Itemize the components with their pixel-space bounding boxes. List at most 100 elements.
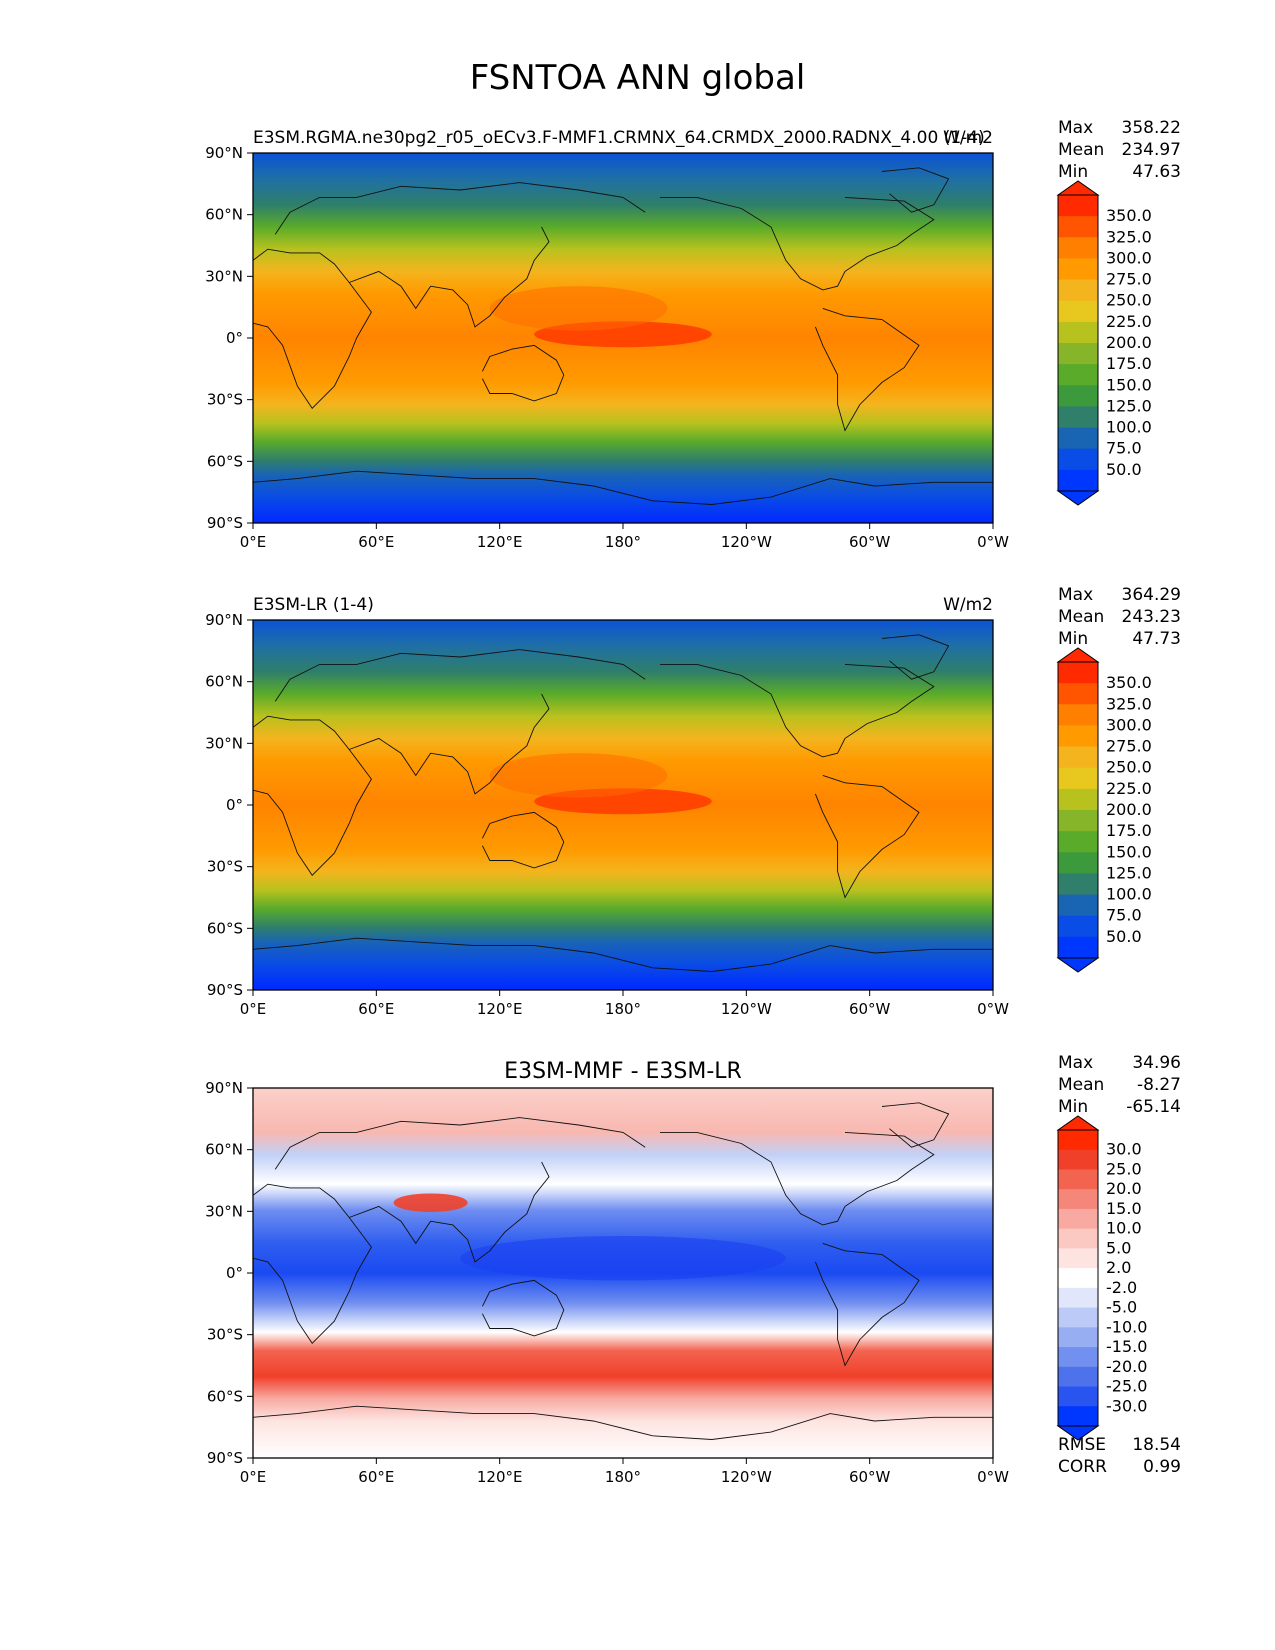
lon-tick-label: 60°W — [849, 1000, 891, 1018]
colorbar-label: 325.0 — [1106, 694, 1152, 713]
colorbar-segment — [1058, 683, 1098, 705]
colorbar-segment — [1058, 279, 1098, 302]
lon-tick-label: 120°E — [477, 1468, 523, 1486]
lon-tick-label: 60°W — [849, 1468, 891, 1486]
lat-tick-label: 90°S — [207, 514, 243, 532]
coastline — [274, 649, 646, 702]
colorbar-label: 325.0 — [1106, 227, 1152, 246]
colorbar-frame — [1057, 194, 1099, 492]
colorbar-segment — [1058, 704, 1098, 726]
colorbar-segment — [1058, 1327, 1098, 1348]
coastline — [252, 1183, 372, 1345]
lat-tick-label: 60°N — [205, 1141, 243, 1159]
colorbar-segment — [1058, 1347, 1098, 1368]
colorbar-label: 20.0 — [1106, 1179, 1142, 1198]
coastline — [481, 1279, 565, 1337]
colorbar-segment — [1058, 195, 1098, 217]
colorbar-segment — [1058, 469, 1098, 492]
colorbar-label: 225.0 — [1106, 779, 1152, 798]
colorbar-label: 275.0 — [1106, 270, 1152, 289]
lat-tick-label: 0° — [226, 796, 243, 814]
colorbar-label: -20.0 — [1106, 1357, 1147, 1376]
coastline — [660, 663, 935, 758]
stat-value: 47.73 — [1132, 629, 1181, 649]
colorbar-segment — [1058, 831, 1098, 853]
colorbar-label: 75.0 — [1106, 439, 1142, 458]
bottom-stat-value: 18.54 — [1132, 1435, 1181, 1455]
colorbar-label: -25.0 — [1106, 1377, 1147, 1396]
colorbar-segment — [1058, 894, 1098, 917]
colorbar-segment — [1058, 448, 1098, 471]
colorbar-segment — [1058, 810, 1098, 832]
coastline — [274, 1117, 646, 1170]
coastline — [814, 307, 920, 432]
colorbar-segment — [1058, 1208, 1098, 1230]
colorbar-segment — [1058, 1149, 1098, 1170]
lon-tick-label: 120°E — [477, 533, 523, 551]
figure-title: FSNTOA ANN global — [469, 58, 806, 98]
coastline — [881, 1102, 950, 1148]
colorbar-label: -10.0 — [1106, 1317, 1147, 1336]
colorbar-label: 125.0 — [1106, 396, 1152, 415]
lon-tick-label: 180° — [605, 1000, 641, 1018]
colorbar-label: 250.0 — [1106, 291, 1152, 310]
lon-tick-label: 0°W — [977, 1000, 1009, 1018]
colorbar-label: 100.0 — [1106, 418, 1152, 437]
coastline — [814, 774, 920, 899]
colorbar-label: 10.0 — [1106, 1219, 1142, 1238]
colorbar-segment — [1058, 1287, 1098, 1309]
coastline — [349, 226, 550, 328]
lon-tick-label: 120°W — [721, 1468, 772, 1486]
stat-value: 34.96 — [1132, 1053, 1181, 1073]
coastline — [814, 1242, 920, 1367]
lon-tick-label: 60°W — [849, 533, 891, 551]
lon-tick-label: 60°E — [358, 1468, 394, 1486]
colorbar-label: 50.0 — [1106, 460, 1142, 479]
colorbar-bottom-arrow — [1056, 957, 1100, 973]
lon-tick-label: 180° — [605, 533, 641, 551]
pacific-warm-region — [489, 753, 668, 798]
colorbar-frame — [1057, 661, 1099, 959]
colorbar-segment — [1058, 788, 1098, 811]
coastline — [660, 196, 935, 291]
colorbar-segment — [1058, 343, 1098, 365]
colorbar-segment — [1058, 1386, 1098, 1407]
lon-tick-label: 60°E — [358, 533, 394, 551]
stat-label: Mean — [1058, 140, 1104, 160]
stat-label: Max — [1058, 585, 1093, 605]
colorbar-segment — [1058, 1189, 1098, 1210]
colorbar-frame — [1057, 1129, 1099, 1427]
coastline — [252, 1405, 993, 1440]
lat-tick-label: 30°S — [207, 391, 243, 409]
stat-value: 47.63 — [1132, 162, 1181, 182]
colorbar-segment — [1058, 427, 1098, 450]
coastline — [881, 167, 950, 213]
lat-tick-label: 90°S — [207, 981, 243, 999]
lat-tick-label: 90°N — [205, 611, 243, 629]
lon-tick-label: 0°E — [240, 1468, 267, 1486]
lon-tick-label: 0°E — [240, 1000, 267, 1018]
stat-label: Min — [1058, 162, 1088, 182]
colorbar-segment — [1058, 1307, 1098, 1328]
colorbar-label: 30.0 — [1106, 1140, 1142, 1159]
colorbar-label: -5.0 — [1106, 1298, 1137, 1317]
panel-left-title: E3SM.RGMA.ne30pg2_r05_oECv3.F-MMF1.CRMNX… — [253, 128, 985, 148]
colorbar-label: 350.0 — [1106, 673, 1152, 692]
coastline — [349, 693, 550, 795]
colorbar-label: 150.0 — [1106, 375, 1152, 394]
colorbar-label: 5.0 — [1106, 1238, 1131, 1257]
colorbar-segment — [1058, 1248, 1098, 1269]
tibet-anomaly-region — [393, 1193, 468, 1212]
panel-test: 90°N 60°N 30°N 0° 30°S 60°S 90°S0°E 60°E 120°E 18… — [205, 118, 1181, 551]
panel-left-title: E3SM-LR (1-4) — [253, 595, 374, 615]
colorbar-label: 175.0 — [1106, 354, 1152, 373]
lat-tick-label: 30°S — [207, 1326, 243, 1344]
stat-label: Min — [1058, 629, 1088, 649]
lon-tick-label: 0°E — [240, 533, 267, 551]
lon-tick-label: 120°W — [721, 533, 772, 551]
coastline — [252, 470, 993, 505]
lon-tick-label: 120°E — [477, 1000, 523, 1018]
colorbar-label: 200.0 — [1106, 800, 1152, 819]
colorbar-label: 15.0 — [1106, 1199, 1142, 1218]
